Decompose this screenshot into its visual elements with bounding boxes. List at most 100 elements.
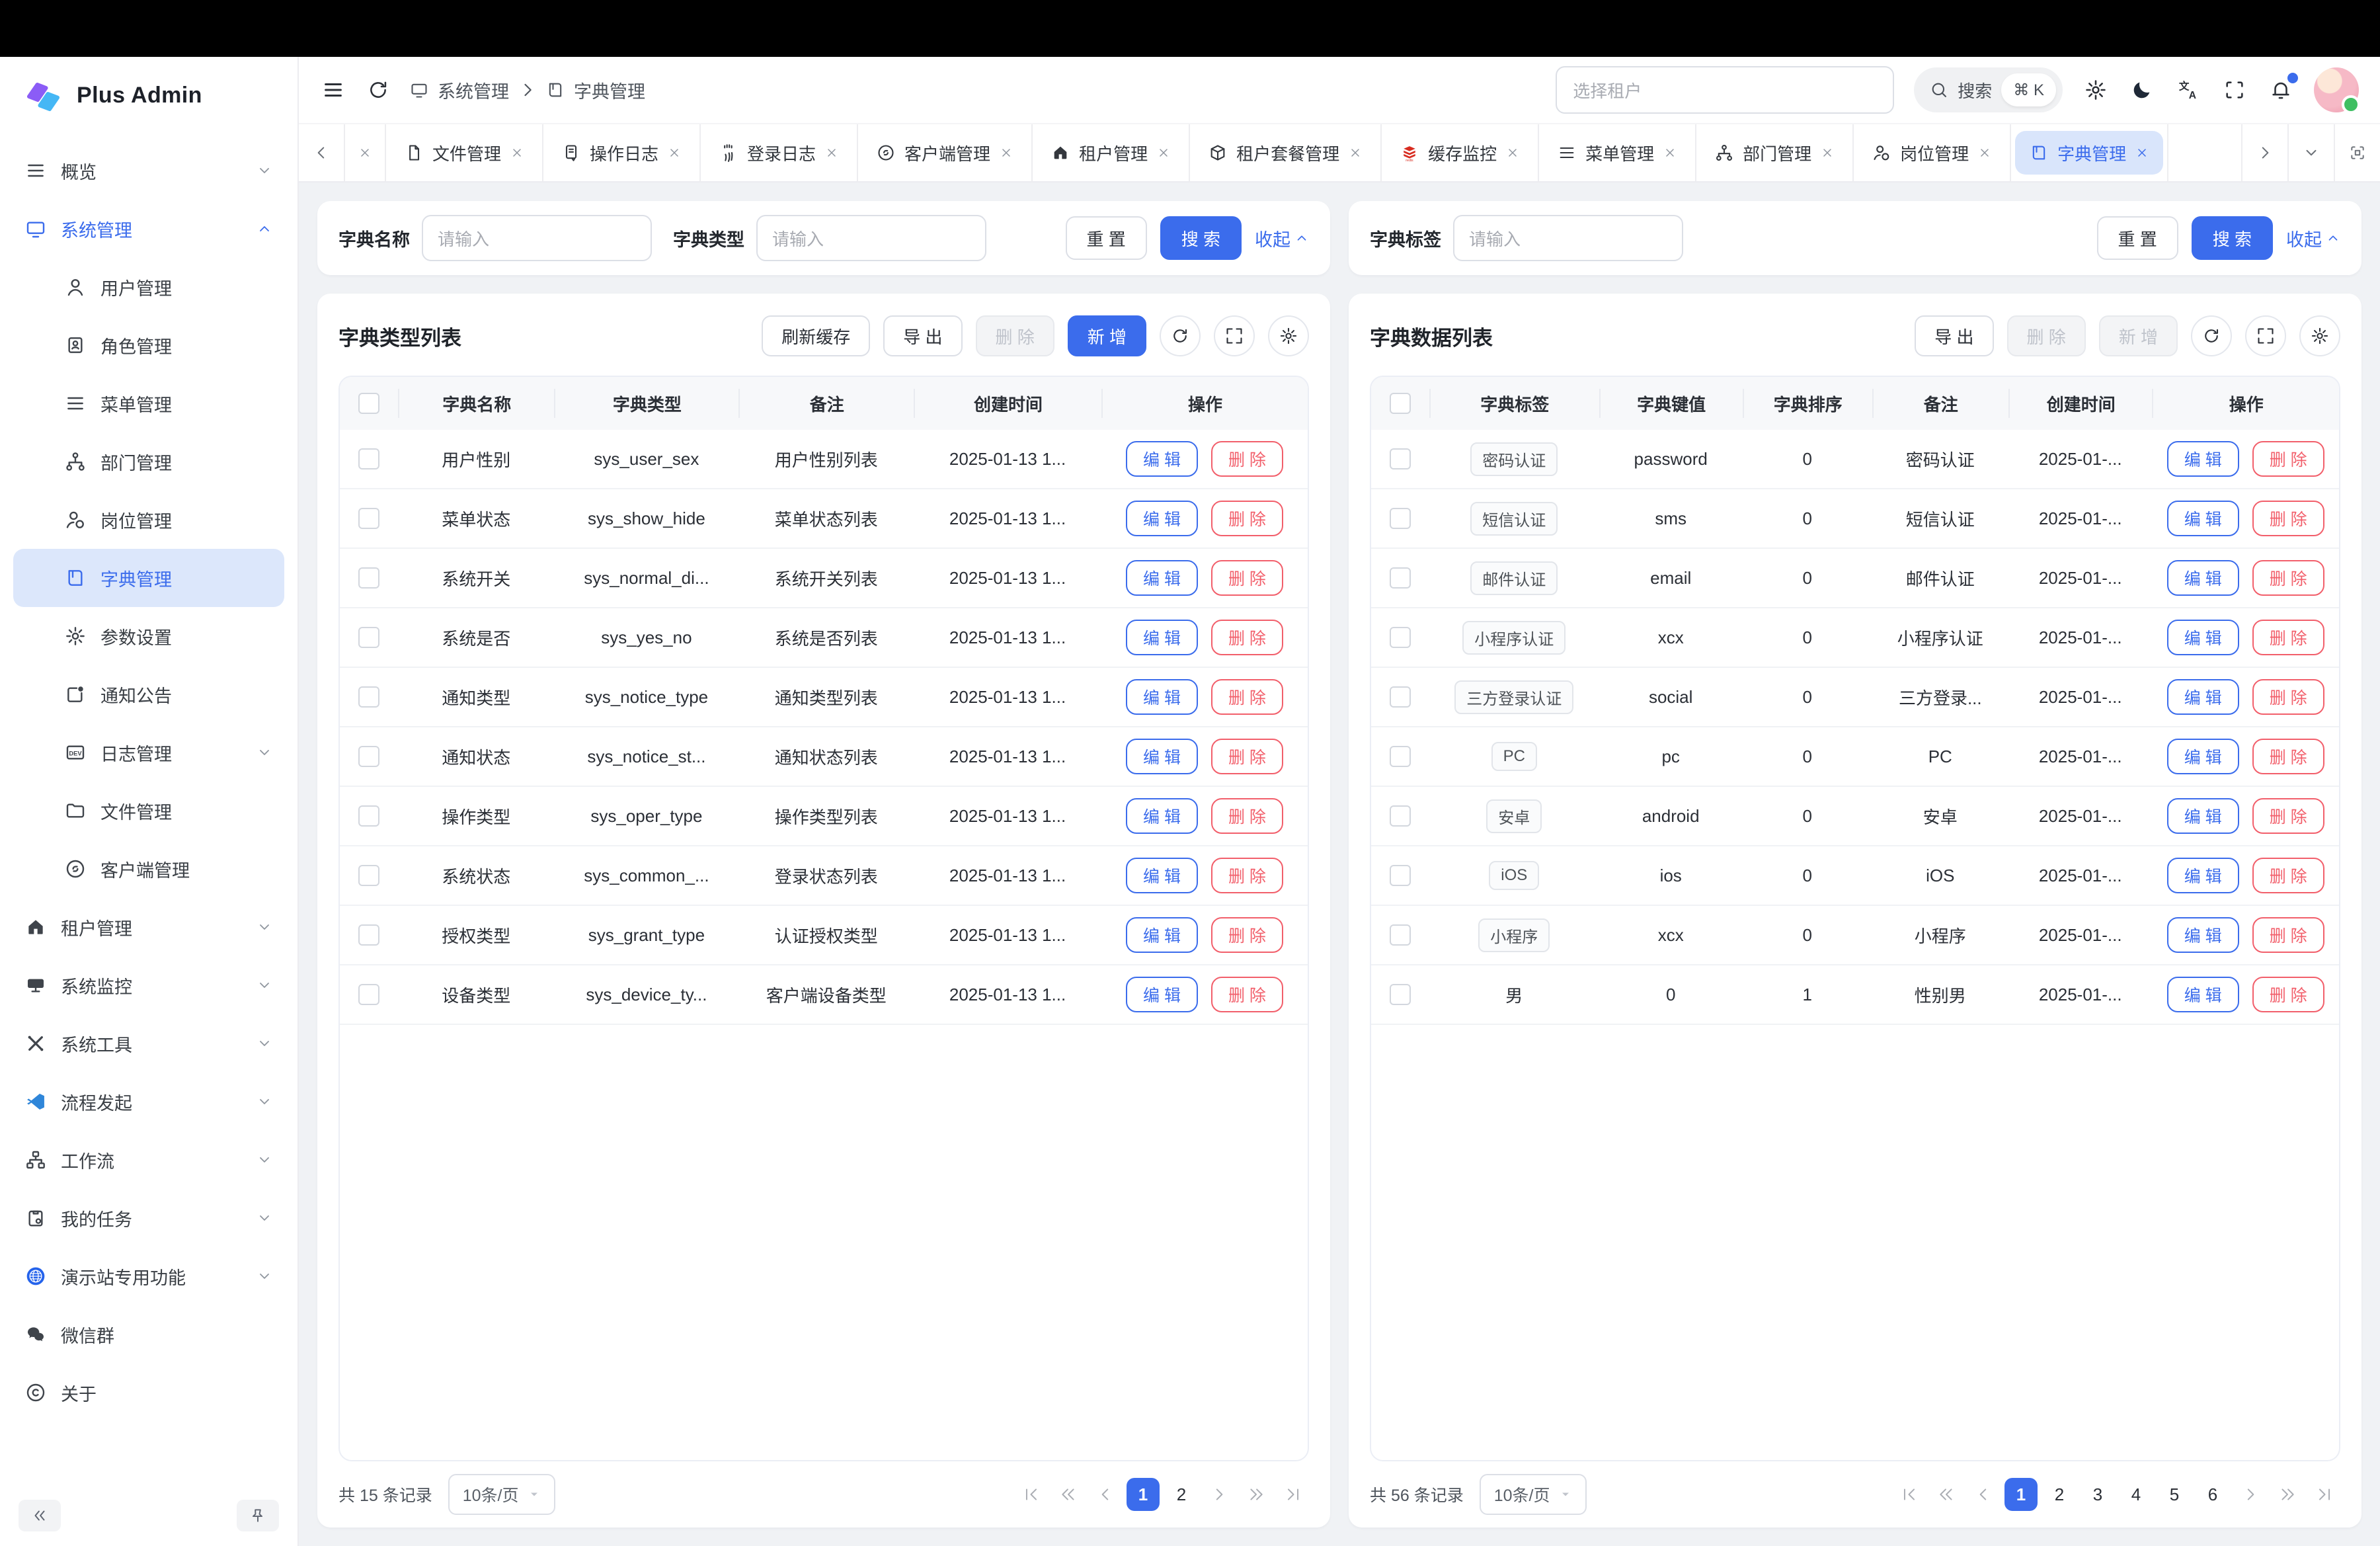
- table-settings-button[interactable]: [2299, 315, 2340, 356]
- dict-type-input[interactable]: 请输入: [756, 215, 986, 261]
- row-checkbox[interactable]: [358, 924, 379, 946]
- add-button[interactable]: 新 增: [1067, 315, 1146, 356]
- sidebar-item-demo-features[interactable]: 演示站专用功能: [13, 1247, 284, 1305]
- delete-button[interactable]: 删 除: [1210, 441, 1283, 477]
- table-row[interactable]: iOS ios 0 iOS 2025-01-... 编 辑删 除: [1371, 846, 2339, 906]
- row-checkbox[interactable]: [1390, 805, 1411, 827]
- reset-button[interactable]: 重 置: [1065, 216, 1147, 260]
- table-row[interactable]: 系统是否 sys_yes_no 系统是否列表 2025-01-13 1... 编 辑删 …: [340, 608, 1308, 668]
- tenant-select[interactable]: 选择租户: [1556, 66, 1895, 114]
- table-row[interactable]: 密码认证 password 0 密码认证 2025-01-... 编 辑删 除: [1371, 430, 2339, 489]
- table-row[interactable]: 系统状态 sys_common_... 登录状态列表 2025-01-13 1... 编…: [340, 846, 1308, 906]
- export-button[interactable]: 导 出: [883, 315, 963, 356]
- partial-tab-close[interactable]: [345, 124, 386, 181]
- jump-forward-button[interactable]: [1240, 1479, 1272, 1510]
- tab-cache-monitor[interactable]: redis 缓存监控: [1382, 124, 1540, 181]
- table-row[interactable]: 系统开关 sys_normal_di... 系统开关列表 2025-01-13 1..…: [340, 549, 1308, 608]
- delete-button[interactable]: 删 除: [2252, 739, 2324, 774]
- row-checkbox[interactable]: [1390, 627, 1411, 648]
- next-page-button[interactable]: [2235, 1479, 2266, 1510]
- sidebar-item-my-tasks[interactable]: 我的任务: [13, 1189, 284, 1247]
- table-row[interactable]: 短信认证 sms 0 短信认证 2025-01-... 编 辑删 除: [1371, 489, 2339, 549]
- edit-button[interactable]: 编 辑: [2166, 858, 2239, 893]
- dict-label-input[interactable]: 请输入: [1453, 215, 1683, 261]
- sidebar-collapse-button[interactable]: [19, 1500, 61, 1531]
- row-checkbox[interactable]: [358, 567, 379, 589]
- tab-dict-mgmt[interactable]: 字典管理: [2011, 124, 2169, 181]
- sidebar-item-tenant-mgmt[interactable]: 租户管理: [13, 898, 284, 956]
- sidebar-item-user-mgmt[interactable]: 用户管理: [13, 258, 284, 316]
- delete-button[interactable]: 删 除: [1210, 620, 1283, 655]
- sidebar-item-system-mgmt[interactable]: 系统管理: [13, 200, 284, 258]
- table-row[interactable]: 小程序 xcx 0 小程序 2025-01-... 编 辑删 除: [1371, 906, 2339, 965]
- expand-table-button[interactable]: [2245, 315, 2286, 356]
- delete-button[interactable]: 删 除: [1210, 798, 1283, 834]
- column-header[interactable]: 字典类型: [554, 389, 738, 418]
- column-header[interactable]: 字典标签: [1429, 389, 1599, 418]
- notifications-button[interactable]: [2268, 73, 2298, 103]
- prev-page-button[interactable]: [1967, 1479, 1999, 1510]
- tab-login-log[interactable]: 登录日志: [701, 124, 859, 181]
- breadcrumb-item-dict[interactable]: 字典管理: [574, 81, 645, 102]
- row-checkbox[interactable]: [1390, 865, 1411, 886]
- column-header[interactable]: 备注: [1872, 389, 2009, 418]
- table-row[interactable]: 用户性别 sys_user_sex 用户性别列表 2025-01-13 1... 编 辑…: [340, 430, 1308, 489]
- jump-back-button[interactable]: [1052, 1479, 1084, 1510]
- row-checkbox[interactable]: [358, 686, 379, 708]
- first-page-button[interactable]: [1015, 1479, 1047, 1510]
- edit-button[interactable]: 编 辑: [1126, 917, 1198, 953]
- sidebar-item-wechat-group[interactable]: 微信群: [13, 1305, 284, 1363]
- next-page-button[interactable]: [1203, 1479, 1235, 1510]
- edit-button[interactable]: 编 辑: [2166, 977, 2239, 1012]
- row-checkbox[interactable]: [1390, 508, 1411, 529]
- tab-post-mgmt[interactable]: 岗位管理: [1854, 124, 2012, 181]
- edit-button[interactable]: 编 辑: [1126, 441, 1198, 477]
- refresh-page-button[interactable]: [365, 77, 391, 103]
- sidebar-item-system-tools[interactable]: 系统工具: [13, 1014, 284, 1073]
- page-2[interactable]: 2: [1165, 1478, 1198, 1511]
- delete-button[interactable]: 删 除: [2252, 917, 2324, 953]
- add-button[interactable]: 新 增: [2098, 315, 2178, 356]
- export-button[interactable]: 导 出: [1915, 315, 1994, 356]
- row-checkbox[interactable]: [1390, 746, 1411, 767]
- breadcrumb-item-system[interactable]: 系统管理: [438, 81, 509, 102]
- select-all-checkbox[interactable]: [1390, 393, 1411, 414]
- refresh-cache-button[interactable]: 刷新缓存: [762, 315, 871, 356]
- tab-tenant-mgmt[interactable]: 租户管理: [1033, 124, 1191, 181]
- column-header[interactable]: 字典键值: [1599, 389, 1743, 418]
- delete-button[interactable]: 删 除: [2252, 560, 2324, 596]
- global-search[interactable]: 搜索 ⌘ K: [1914, 67, 2063, 112]
- column-header[interactable]: 备注: [738, 389, 914, 418]
- table-settings-button[interactable]: [1268, 315, 1309, 356]
- first-page-button[interactable]: [1893, 1479, 1925, 1510]
- tabs-scroll-right-button[interactable]: [2241, 124, 2287, 181]
- search-button[interactable]: 搜 索: [1160, 216, 1242, 260]
- sidebar-item-process-start[interactable]: 流程发起: [13, 1073, 284, 1131]
- row-checkbox[interactable]: [358, 984, 379, 1005]
- edit-button[interactable]: 编 辑: [2166, 620, 2239, 655]
- last-page-button[interactable]: [2309, 1479, 2340, 1510]
- column-header[interactable]: 创建时间: [2008, 389, 2152, 418]
- page-4[interactable]: 4: [2120, 1478, 2153, 1511]
- edit-button[interactable]: 编 辑: [1126, 501, 1198, 536]
- sidebar-item-dept-mgmt[interactable]: 部门管理: [13, 432, 284, 491]
- edit-button[interactable]: 编 辑: [2166, 739, 2239, 774]
- expand-table-button[interactable]: [1214, 315, 1255, 356]
- tab-menu-mgmt[interactable]: 菜单管理: [1539, 124, 1697, 181]
- sidebar-pin-button[interactable]: [237, 1500, 279, 1531]
- settings-button[interactable]: [2082, 77, 2109, 103]
- hamburger-button[interactable]: [320, 77, 346, 103]
- delete-button[interactable]: 删 除: [1210, 858, 1283, 893]
- table-row[interactable]: 授权类型 sys_grant_type 认证授权类型 2025-01-13 1... 编…: [340, 906, 1308, 965]
- sidebar-item-about[interactable]: 关于: [13, 1363, 284, 1422]
- delete-button[interactable]: 删 除: [1210, 679, 1283, 715]
- sidebar-item-log-mgmt[interactable]: DEV 日志管理: [13, 723, 284, 782]
- reset-button[interactable]: 重 置: [2096, 216, 2178, 260]
- refresh-table-button[interactable]: [2191, 315, 2232, 356]
- column-header[interactable]: 字典名称: [398, 389, 554, 418]
- delete-button[interactable]: 删 除: [1210, 917, 1283, 953]
- edit-button[interactable]: 编 辑: [1126, 560, 1198, 596]
- column-header[interactable]: 操作: [2152, 389, 2339, 418]
- row-checkbox[interactable]: [1390, 567, 1411, 589]
- sidebar-item-client-mgmt[interactable]: 客户端管理: [13, 840, 284, 898]
